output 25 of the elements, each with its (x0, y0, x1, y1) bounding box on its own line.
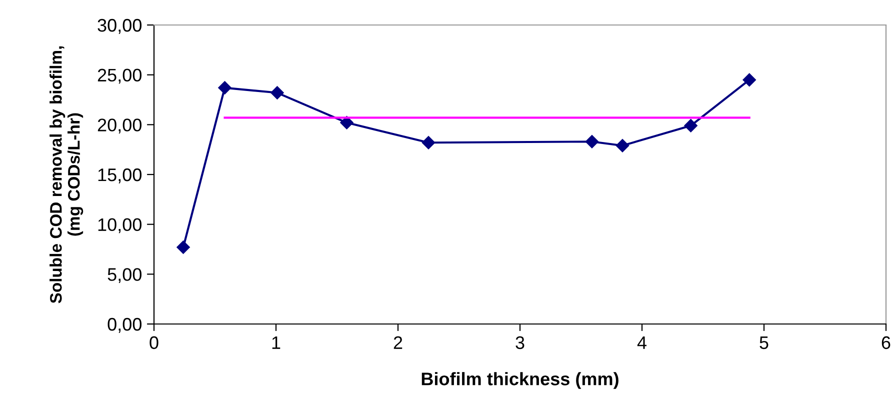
x-tick-label: 3 (516, 336, 524, 350)
x-axis-title: Biofilm thickness (mm) (422, 372, 618, 389)
point (176, 240, 190, 254)
point (585, 135, 599, 148)
x-tick-label: 1 (272, 336, 280, 349)
x-tick-label: 0 (150, 336, 158, 350)
y-tick-label: 30,00 (98, 18, 142, 34)
y-tick-label: 20,00 (98, 118, 142, 134)
y-tick-label: 5,00 (108, 268, 142, 284)
y-tick-label: 15,00 (98, 168, 142, 184)
x-tick-label: 6 (882, 336, 890, 350)
point (270, 86, 284, 100)
point (340, 116, 354, 130)
y-tick-label: 0,00 (108, 318, 142, 333)
y-axis-title: Soluble COD removal by biofilm, (mg CODs/L-hr) (50, 46, 84, 304)
y-tick-label: 10,00 (98, 218, 142, 234)
point (742, 73, 756, 86)
x-tick-label: 2 (394, 336, 402, 349)
point (616, 139, 630, 152)
x-tick-label: 4 (637, 336, 646, 349)
y-tick-label: 25,00 (98, 68, 142, 84)
point (684, 119, 698, 132)
point (422, 136, 436, 150)
x-tick-label: 5 (760, 336, 768, 350)
point (218, 81, 232, 94)
